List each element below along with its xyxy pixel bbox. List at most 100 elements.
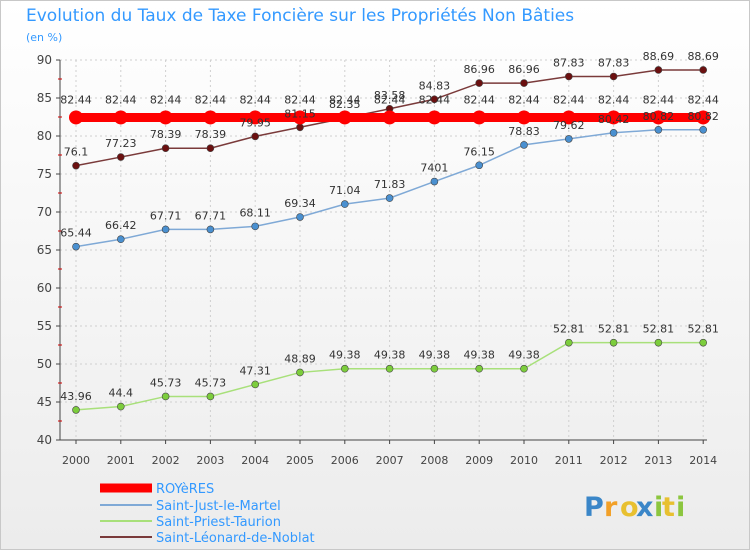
data-point-saint-just-le-martel — [520, 141, 528, 149]
data-point-saint-just-le-martel — [654, 125, 663, 134]
data-point-saint-just-le-martel — [609, 129, 618, 137]
data-point-saint-just-le-martel — [340, 200, 349, 208]
data-point-royeres — [69, 110, 83, 125]
logo-x: x — [636, 492, 653, 523]
x-tick-label: 2003 — [196, 454, 224, 467]
y-tick-label: 65 — [37, 243, 52, 257]
y-tick-label: 90 — [37, 53, 52, 67]
logo-r: r — [604, 492, 618, 523]
data-label: 71.04 — [329, 184, 361, 197]
data-label: 82.44 — [508, 93, 540, 106]
data-point-saint-just-le-martel — [161, 225, 170, 234]
legend-label: Saint-Just-le-Martel — [156, 499, 281, 514]
logo-i: i — [654, 492, 663, 523]
data-point-saint-priest-taurion — [699, 338, 708, 347]
data-point-saint-priest-taurion — [72, 406, 80, 414]
y-tick-label: 80 — [37, 129, 52, 143]
data-label: 67.71 — [150, 209, 182, 222]
data-label: 45.73 — [195, 376, 227, 389]
data-label: 65.44 — [60, 227, 92, 240]
chart-title: Evolution du Taux de Taxe Foncière sur l… — [26, 6, 574, 26]
data-label: 80.82 — [643, 110, 675, 123]
data-label: 79.95 — [239, 116, 271, 129]
data-label: 82.35 — [329, 98, 361, 111]
data-point-saint-leonard-de-noblat — [520, 79, 528, 87]
x-tick-label: 2013 — [644, 454, 672, 467]
data-point-royeres — [651, 110, 666, 125]
data-point-royeres — [158, 110, 173, 125]
data-point-saint-priest-taurion — [161, 392, 170, 401]
data-point-saint-priest-taurion — [340, 364, 349, 373]
data-point-saint-priest-taurion — [520, 364, 528, 373]
data-label: 52.81 — [643, 323, 675, 336]
x-tick-label: 2007 — [376, 454, 404, 467]
data-label: 52.81 — [598, 323, 630, 336]
data-label: 82.44 — [105, 93, 137, 106]
data-point-saint-priest-taurion — [385, 364, 394, 373]
data-point-royeres — [293, 110, 307, 125]
y-tick-label: 60 — [37, 281, 52, 295]
data-label: 71.83 — [374, 178, 406, 191]
logo-t: t — [662, 492, 675, 523]
x-tick-label: 2009 — [465, 454, 493, 467]
data-label: 44.4 — [109, 387, 134, 400]
data-point-saint-priest-taurion — [564, 338, 573, 347]
x-tick-label: 2002 — [152, 454, 180, 467]
data-label: 82.44 — [329, 93, 361, 106]
data-label: 87.83 — [598, 56, 630, 69]
data-point-saint-just-le-martel — [385, 194, 394, 202]
legend-label: Saint-Léonard-de-Noblat — [156, 531, 315, 546]
data-point-saint-priest-taurion — [296, 368, 304, 377]
data-label: 49.38 — [508, 349, 540, 362]
data-label: 82.44 — [553, 93, 585, 106]
legend-label: Saint-Priest-Taurion — [156, 515, 281, 530]
data-label: 82.44 — [150, 93, 182, 106]
y-tick-label: 75 — [37, 167, 52, 181]
data-label: 52.81 — [553, 323, 585, 336]
data-label: 82.44 — [687, 93, 719, 106]
data-label: 82.44 — [643, 93, 675, 106]
data-point-saint-leonard-de-noblat — [117, 153, 125, 161]
data-label: 84.83 — [419, 79, 451, 92]
data-label: 86.96 — [508, 63, 540, 76]
data-label: 78.39 — [195, 128, 227, 141]
data-label: 82.44 — [239, 93, 271, 106]
data-label: 81.15 — [284, 107, 316, 120]
x-tick-label: 2008 — [420, 454, 448, 467]
axes: 40 45 50 55 60 65 70 75 80 85 90 2000 2001 2002 2003 20… — [37, 53, 717, 467]
data-label: 82.44 — [463, 93, 495, 106]
data-point-royeres — [248, 110, 263, 125]
proxiti-logo: P r o x i t i — [584, 492, 685, 523]
data-point-saint-leonard-de-noblat — [72, 161, 80, 170]
x-tick-label: 2001 — [107, 454, 135, 467]
legend-label: ROYèRES — [156, 482, 214, 497]
data-label: 66.42 — [105, 219, 137, 232]
data-point-saint-leonard-de-noblat — [296, 123, 304, 132]
data-point-saint-priest-taurion — [475, 364, 484, 373]
data-point-royeres — [606, 110, 621, 125]
x-tick-label: 2014 — [689, 454, 717, 467]
data-label: 82.44 — [419, 93, 451, 106]
data-label: 79.62 — [553, 119, 585, 132]
data-point-royeres — [696, 110, 711, 125]
y-tick-label: 85 — [37, 91, 52, 105]
data-point-saint-priest-taurion — [117, 402, 125, 411]
data-label: 82.44 — [284, 93, 316, 106]
data-label: 69.34 — [284, 197, 316, 210]
data-label: 78.83 — [508, 125, 540, 138]
data-label: 82.44 — [374, 93, 406, 106]
data-label: 49.38 — [463, 349, 495, 362]
legend: ROYèRES Saint-Just-le-MartelSaint-Priest-… — [100, 482, 315, 546]
data-label: 82.44 — [60, 93, 92, 106]
data-point-saint-leonard-de-noblat — [206, 144, 215, 153]
y-tick-label: 55 — [37, 319, 52, 333]
x-tick-label: 2000 — [62, 454, 90, 467]
y-tick-label: 45 — [37, 395, 52, 409]
data-point-saint-leonard-de-noblat — [161, 144, 170, 153]
x-tick-label: 2006 — [331, 454, 359, 467]
chart-subtitle: (en %) — [26, 31, 62, 44]
data-point-royeres — [113, 110, 128, 125]
data-point-royeres — [472, 110, 487, 125]
y-tick-label: 70 — [37, 205, 52, 219]
